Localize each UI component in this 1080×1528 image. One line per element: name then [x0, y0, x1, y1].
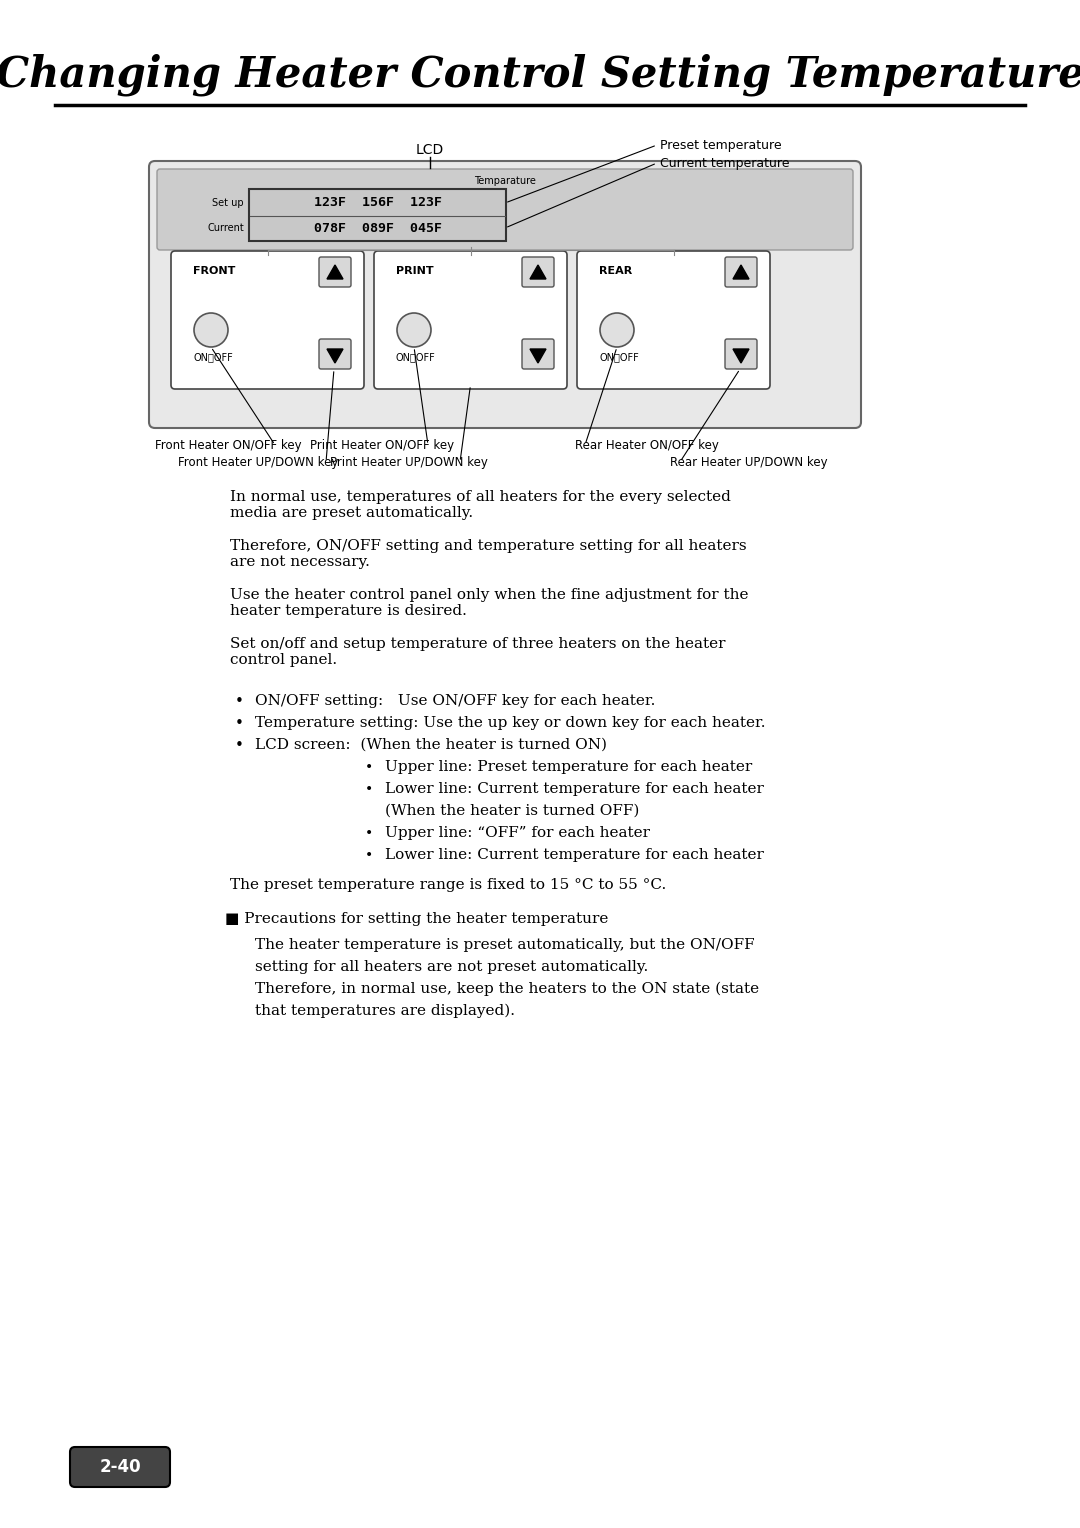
Polygon shape — [327, 264, 343, 280]
Circle shape — [600, 313, 634, 347]
Text: Set up: Set up — [213, 199, 244, 208]
Text: ON/OFF setting:   Use ON/OFF key for each heater.: ON/OFF setting: Use ON/OFF key for each … — [255, 694, 656, 707]
Text: The preset temperature range is fixed to 15 °C to 55 °C.: The preset temperature range is fixed to… — [230, 879, 666, 892]
Text: Changing Heater Control Setting Temperature: Changing Heater Control Setting Temperat… — [0, 53, 1080, 96]
Text: •: • — [235, 717, 244, 730]
Polygon shape — [733, 348, 750, 364]
Text: 078F  089F  045F: 078F 089F 045F — [313, 222, 442, 234]
Text: (When the heater is turned OFF): (When the heater is turned OFF) — [384, 804, 639, 817]
Text: Use the heater control panel only when the fine adjustment for the
heater temper: Use the heater control panel only when t… — [230, 588, 748, 619]
Text: ON／OFF: ON／OFF — [193, 351, 233, 362]
Text: Therefore, ON/OFF setting and temperature setting for all heaters
are not necess: Therefore, ON/OFF setting and temperatur… — [230, 539, 746, 570]
Text: 2-40: 2-40 — [99, 1458, 140, 1476]
Polygon shape — [530, 348, 546, 364]
Text: ON／OFF: ON／OFF — [396, 351, 435, 362]
Text: The heater temperature is preset automatically, but the ON/OFF: The heater temperature is preset automat… — [255, 938, 755, 952]
FancyBboxPatch shape — [725, 339, 757, 368]
Text: LCD screen:  (When the heater is turned ON): LCD screen: (When the heater is turned O… — [255, 738, 607, 752]
Text: Lower line: Current temperature for each heater: Lower line: Current temperature for each… — [384, 782, 764, 796]
Text: In normal use, temperatures of all heaters for the every selected
media are pres: In normal use, temperatures of all heate… — [230, 490, 731, 520]
Text: setting for all heaters are not preset automatically.: setting for all heaters are not preset a… — [255, 960, 648, 973]
Text: Set on/off and setup temperature of three heaters on the heater
control panel.: Set on/off and setup temperature of thre… — [230, 637, 726, 668]
Text: Front Heater UP/DOWN key: Front Heater UP/DOWN key — [178, 455, 338, 469]
Text: •: • — [365, 759, 374, 775]
FancyBboxPatch shape — [374, 251, 567, 390]
FancyBboxPatch shape — [522, 257, 554, 287]
Text: FRONT: FRONT — [193, 266, 235, 277]
Text: Lower line: Current temperature for each heater: Lower line: Current temperature for each… — [384, 848, 764, 862]
FancyBboxPatch shape — [149, 160, 861, 428]
Text: Upper line: “OFF” for each heater: Upper line: “OFF” for each heater — [384, 827, 650, 840]
FancyBboxPatch shape — [577, 251, 770, 390]
Polygon shape — [733, 264, 750, 280]
Text: Print Heater ON/OFF key: Print Heater ON/OFF key — [310, 439, 454, 452]
Text: ■ Precautions for setting the heater temperature: ■ Precautions for setting the heater tem… — [225, 912, 608, 926]
Text: •: • — [365, 827, 374, 840]
Text: that temperatures are displayed).: that temperatures are displayed). — [255, 1004, 515, 1018]
Text: Print Heater UP/DOWN key: Print Heater UP/DOWN key — [330, 455, 488, 469]
Text: Upper line: Preset temperature for each heater: Upper line: Preset temperature for each … — [384, 759, 753, 775]
Text: Rear Heater ON/OFF key: Rear Heater ON/OFF key — [575, 439, 719, 452]
Text: ON／OFF: ON／OFF — [599, 351, 638, 362]
Text: Current temperature: Current temperature — [660, 156, 789, 170]
FancyBboxPatch shape — [249, 189, 507, 241]
Text: Preset temperature: Preset temperature — [660, 139, 782, 151]
FancyBboxPatch shape — [319, 339, 351, 368]
Circle shape — [194, 313, 228, 347]
Text: REAR: REAR — [599, 266, 632, 277]
FancyBboxPatch shape — [319, 257, 351, 287]
Text: Temperature setting: Use the up key or down key for each heater.: Temperature setting: Use the up key or d… — [255, 717, 766, 730]
FancyBboxPatch shape — [522, 339, 554, 368]
Text: Front Heater ON/OFF key: Front Heater ON/OFF key — [156, 439, 301, 452]
Text: •: • — [365, 848, 374, 862]
Text: Temparature: Temparature — [474, 176, 536, 186]
Text: Current: Current — [207, 223, 244, 232]
Polygon shape — [327, 348, 343, 364]
Polygon shape — [530, 264, 546, 280]
FancyBboxPatch shape — [70, 1447, 170, 1487]
Text: •: • — [235, 738, 244, 753]
FancyBboxPatch shape — [157, 170, 853, 251]
Circle shape — [397, 313, 431, 347]
Text: PRINT: PRINT — [396, 266, 434, 277]
Text: 123F  156F  123F: 123F 156F 123F — [313, 197, 442, 209]
FancyBboxPatch shape — [725, 257, 757, 287]
Text: Rear Heater UP/DOWN key: Rear Heater UP/DOWN key — [670, 455, 827, 469]
Text: LCD: LCD — [416, 144, 444, 157]
Text: Therefore, in normal use, keep the heaters to the ON state (state: Therefore, in normal use, keep the heate… — [255, 983, 759, 996]
Text: •: • — [365, 782, 374, 796]
FancyBboxPatch shape — [171, 251, 364, 390]
Text: •: • — [235, 694, 244, 709]
